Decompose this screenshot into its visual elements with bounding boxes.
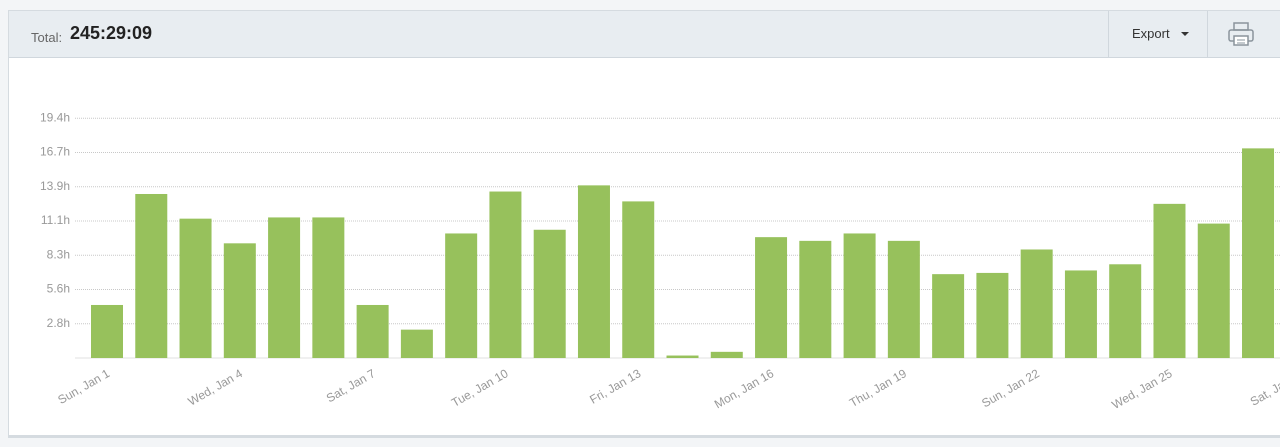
bar bbox=[799, 240, 832, 358]
bar bbox=[710, 351, 743, 358]
bar bbox=[223, 243, 256, 358]
header-bar: Total: 245:29:09 Export bbox=[9, 11, 1280, 58]
bar bbox=[91, 304, 123, 358]
bar bbox=[932, 274, 965, 358]
bar bbox=[1197, 223, 1230, 358]
bar bbox=[1242, 148, 1275, 358]
bar bbox=[887, 240, 920, 358]
bar bbox=[666, 355, 699, 358]
bar bbox=[843, 233, 876, 358]
y-tick-label: 19.4h bbox=[40, 110, 70, 124]
x-tick-label: Wed, Jan 4 bbox=[186, 366, 246, 409]
bar bbox=[268, 217, 301, 358]
bar bbox=[179, 218, 212, 358]
bar bbox=[1064, 270, 1097, 358]
x-tick-label: Fri, Jan 13 bbox=[587, 366, 643, 407]
bar bbox=[755, 237, 788, 358]
x-tick-label: Tue, Jan 10 bbox=[449, 366, 511, 410]
y-tick-label: 11.1h bbox=[41, 213, 70, 227]
total-label: Total: bbox=[31, 30, 63, 45]
x-tick-label: Mon, Jan 16 bbox=[712, 366, 776, 411]
x-tick-label: Thu, Jan 19 bbox=[847, 366, 909, 410]
bar bbox=[1153, 203, 1186, 358]
bar bbox=[1020, 249, 1053, 358]
bar bbox=[312, 217, 345, 358]
bar bbox=[1109, 264, 1142, 358]
x-tick-label: Sun, Jan 22 bbox=[979, 366, 1042, 410]
report-card: Total: 245:29:09 Export bbox=[8, 10, 1280, 438]
bar bbox=[622, 201, 655, 358]
y-tick-label: 16.7h bbox=[40, 145, 70, 159]
x-tick-label: Wed, Jan 25 bbox=[1109, 366, 1174, 412]
x-tick-label: Sat, Jan 7 bbox=[324, 366, 378, 405]
bar bbox=[356, 304, 389, 358]
x-tick-label: Sat, Jan 28 bbox=[1248, 366, 1280, 409]
bar bbox=[577, 185, 610, 358]
bar bbox=[976, 272, 1009, 358]
bar bbox=[400, 329, 433, 358]
bar bbox=[445, 233, 478, 358]
x-tick-label: Sun, Jan 1 bbox=[55, 366, 112, 407]
y-tick-label: 13.9h bbox=[40, 179, 70, 193]
export-button[interactable]: Export bbox=[1108, 11, 1208, 57]
bar bbox=[533, 229, 566, 358]
y-tick-label: 8.3h bbox=[47, 247, 70, 261]
y-tick-label: 5.6h bbox=[47, 282, 70, 296]
bar bbox=[489, 191, 522, 358]
y-tick-label: 2.8h bbox=[47, 316, 70, 330]
print-button[interactable] bbox=[1227, 21, 1255, 47]
bar bbox=[135, 193, 168, 358]
total-value: 245:29:09 bbox=[70, 23, 153, 43]
